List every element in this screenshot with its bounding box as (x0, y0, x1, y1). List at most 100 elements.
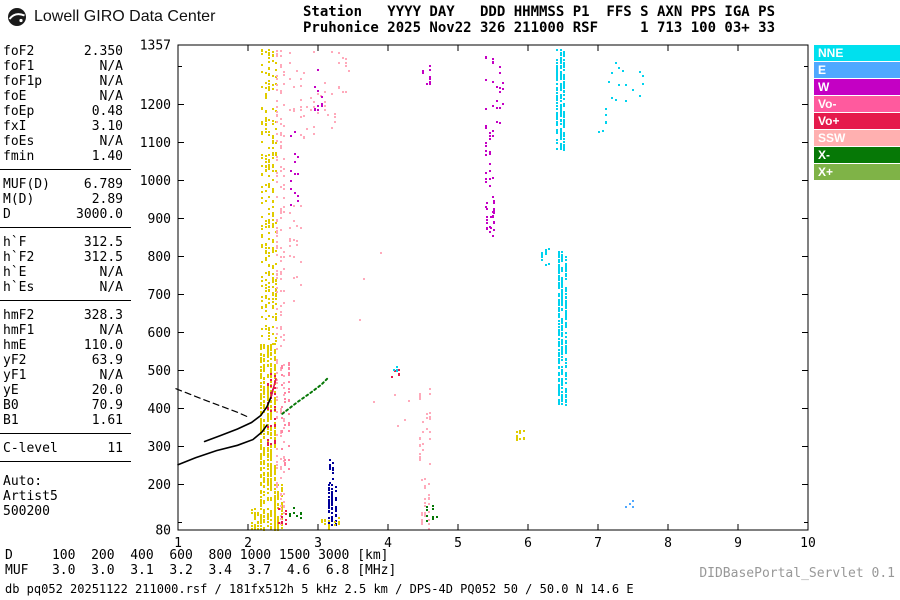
param-label: hmE (3, 338, 27, 353)
f-layer-trace (203, 387, 275, 443)
param-row-fof1p: foF1p N/A (3, 74, 123, 89)
param-label: foF1p (3, 74, 43, 89)
servlet-version: DIDBasePortal_Servlet 0.1 (699, 566, 895, 581)
param-value: 110.0 (83, 338, 123, 353)
scatter-cluster (516, 430, 525, 441)
param-row-h-f2: h`F2 312.5 (3, 250, 123, 265)
param-row-muf-d: MUF(D) 6.789 (3, 177, 123, 192)
param-row-h-f: h`F 312.5 (3, 235, 123, 250)
param-row-b1: B1 1.61 (3, 413, 123, 428)
param-row-fof1: foF1 N/A (3, 59, 123, 74)
legend-item-ssw: SSW (814, 130, 900, 146)
param-row-fof2: foF2 2.350 (3, 44, 123, 59)
y-axis-label-200: 200 (148, 478, 171, 493)
param-value: N/A (99, 280, 123, 295)
param-value: 6.789 (83, 177, 123, 192)
param-label: h`Es (3, 280, 35, 295)
param-label: B1 (3, 413, 19, 428)
param-value: 11 (107, 441, 123, 456)
x-axis-label-10: 10 (800, 536, 816, 551)
scatter-cluster (359, 252, 410, 427)
trace-curves (175, 377, 329, 466)
scatter-cluster (485, 56, 494, 237)
param-row-hmf1: hmF1 N/A (3, 323, 123, 338)
param-value: 3.10 (91, 119, 123, 134)
scatter-cluster (541, 248, 550, 266)
legend-item-vo: Vo- (814, 96, 900, 112)
param-row-c-level: C-level 11 (3, 441, 123, 456)
param-label: B0 (3, 398, 19, 413)
scatter-cluster (260, 343, 276, 531)
param-row-yf2: yF2 63.9 (3, 353, 123, 368)
y-axis-label-600: 600 (148, 326, 171, 341)
giro-logo-icon (8, 8, 26, 26)
x-axis-label-5: 5 (454, 536, 462, 551)
param-value: N/A (99, 368, 123, 383)
param-label: hmF2 (3, 308, 35, 323)
y-axis-label-1100: 1100 (140, 136, 171, 151)
param-row-yf1: yF1 N/A (3, 368, 123, 383)
param-value: N/A (99, 134, 123, 149)
x-axis-label-6: 6 (524, 536, 532, 551)
x-axis-label-7: 7 (594, 536, 602, 551)
y-axis-label-1200: 1200 (140, 98, 171, 113)
parameter-panel: foF2 2.350 foF1 N/A foF1p N/A foE N/A foEp 0.48 fx… (0, 44, 131, 519)
x-axis-label-4: 4 (384, 536, 392, 551)
scatter-cluster (289, 51, 340, 139)
panel-separator (0, 222, 131, 228)
scatter-cluster (391, 369, 400, 378)
legend-item-nne: NNE (814, 45, 900, 61)
param-value: 2.89 (91, 192, 123, 207)
scatter-cluster (393, 366, 398, 372)
param-value: 63.9 (91, 353, 123, 368)
param-label: h`E (3, 265, 27, 280)
param-value: 328.3 (83, 308, 123, 323)
param-row-h-e: h`E N/A (3, 265, 123, 280)
x-axis-label-9: 9 (734, 536, 742, 551)
scatter-cluster (625, 500, 634, 508)
x-axis-label-1: 1 (174, 536, 182, 551)
scatter-cluster (608, 62, 644, 102)
param-label: foE (3, 89, 27, 104)
legend-item-w: W (814, 79, 900, 95)
scatter-cluster (496, 66, 504, 124)
brand-title: Lowell GIRO Data Center (34, 8, 216, 25)
param-label: yF1 (3, 368, 27, 383)
param-row-fxi: fxI 3.10 (3, 119, 123, 134)
param-row-foes: foEs N/A (3, 134, 123, 149)
param-value: 0.48 (91, 104, 123, 119)
legend-item-e: E (814, 62, 900, 78)
y-axis-label-500: 500 (148, 364, 171, 379)
param-value: 20.0 (91, 383, 123, 398)
panel-separator (0, 456, 131, 462)
param-value: N/A (99, 323, 123, 338)
scatter-cluster (289, 205, 302, 302)
panel-separator (0, 428, 131, 434)
autoscaling-info: Auto: Artist5 500200 (3, 474, 123, 519)
scatter-cluster (289, 507, 302, 519)
param-label: foF1 (3, 59, 35, 74)
scatter-cluster (281, 362, 290, 470)
panel-separator (0, 164, 131, 170)
param-label: yF2 (3, 353, 27, 368)
scatter-cluster (278, 508, 287, 525)
station-header-line2: Pruhonice 2025 Nov22 326 211000 RSF 1 71… (303, 20, 776, 36)
scatter-cluster (261, 49, 277, 345)
scatter-cluster (486, 200, 495, 231)
param-value: N/A (99, 59, 123, 74)
param-row-hme: hmE 110.0 (3, 338, 123, 353)
scatter-cluster (314, 69, 323, 111)
f-trace-red-tip (270, 377, 277, 398)
param-value: 2.350 (83, 44, 123, 59)
param-row-h-es: h`Es N/A (3, 280, 123, 295)
plot-axes: 1357120011001000900800700600500400300200… (140, 39, 816, 552)
param-value: N/A (99, 74, 123, 89)
legend-item-x: X+ (814, 164, 900, 180)
param-label: hmF1 (3, 323, 35, 338)
brand: Lowell GIRO Data Center (7, 7, 215, 27)
param-label: foF2 (3, 44, 35, 59)
station-header-line1: Station YYYY DAY DDD HHMMSS P1 FFS S AXN… (303, 4, 776, 20)
dashed-guide-trace (175, 388, 250, 419)
y-axis-label-80: 80 (155, 524, 171, 539)
